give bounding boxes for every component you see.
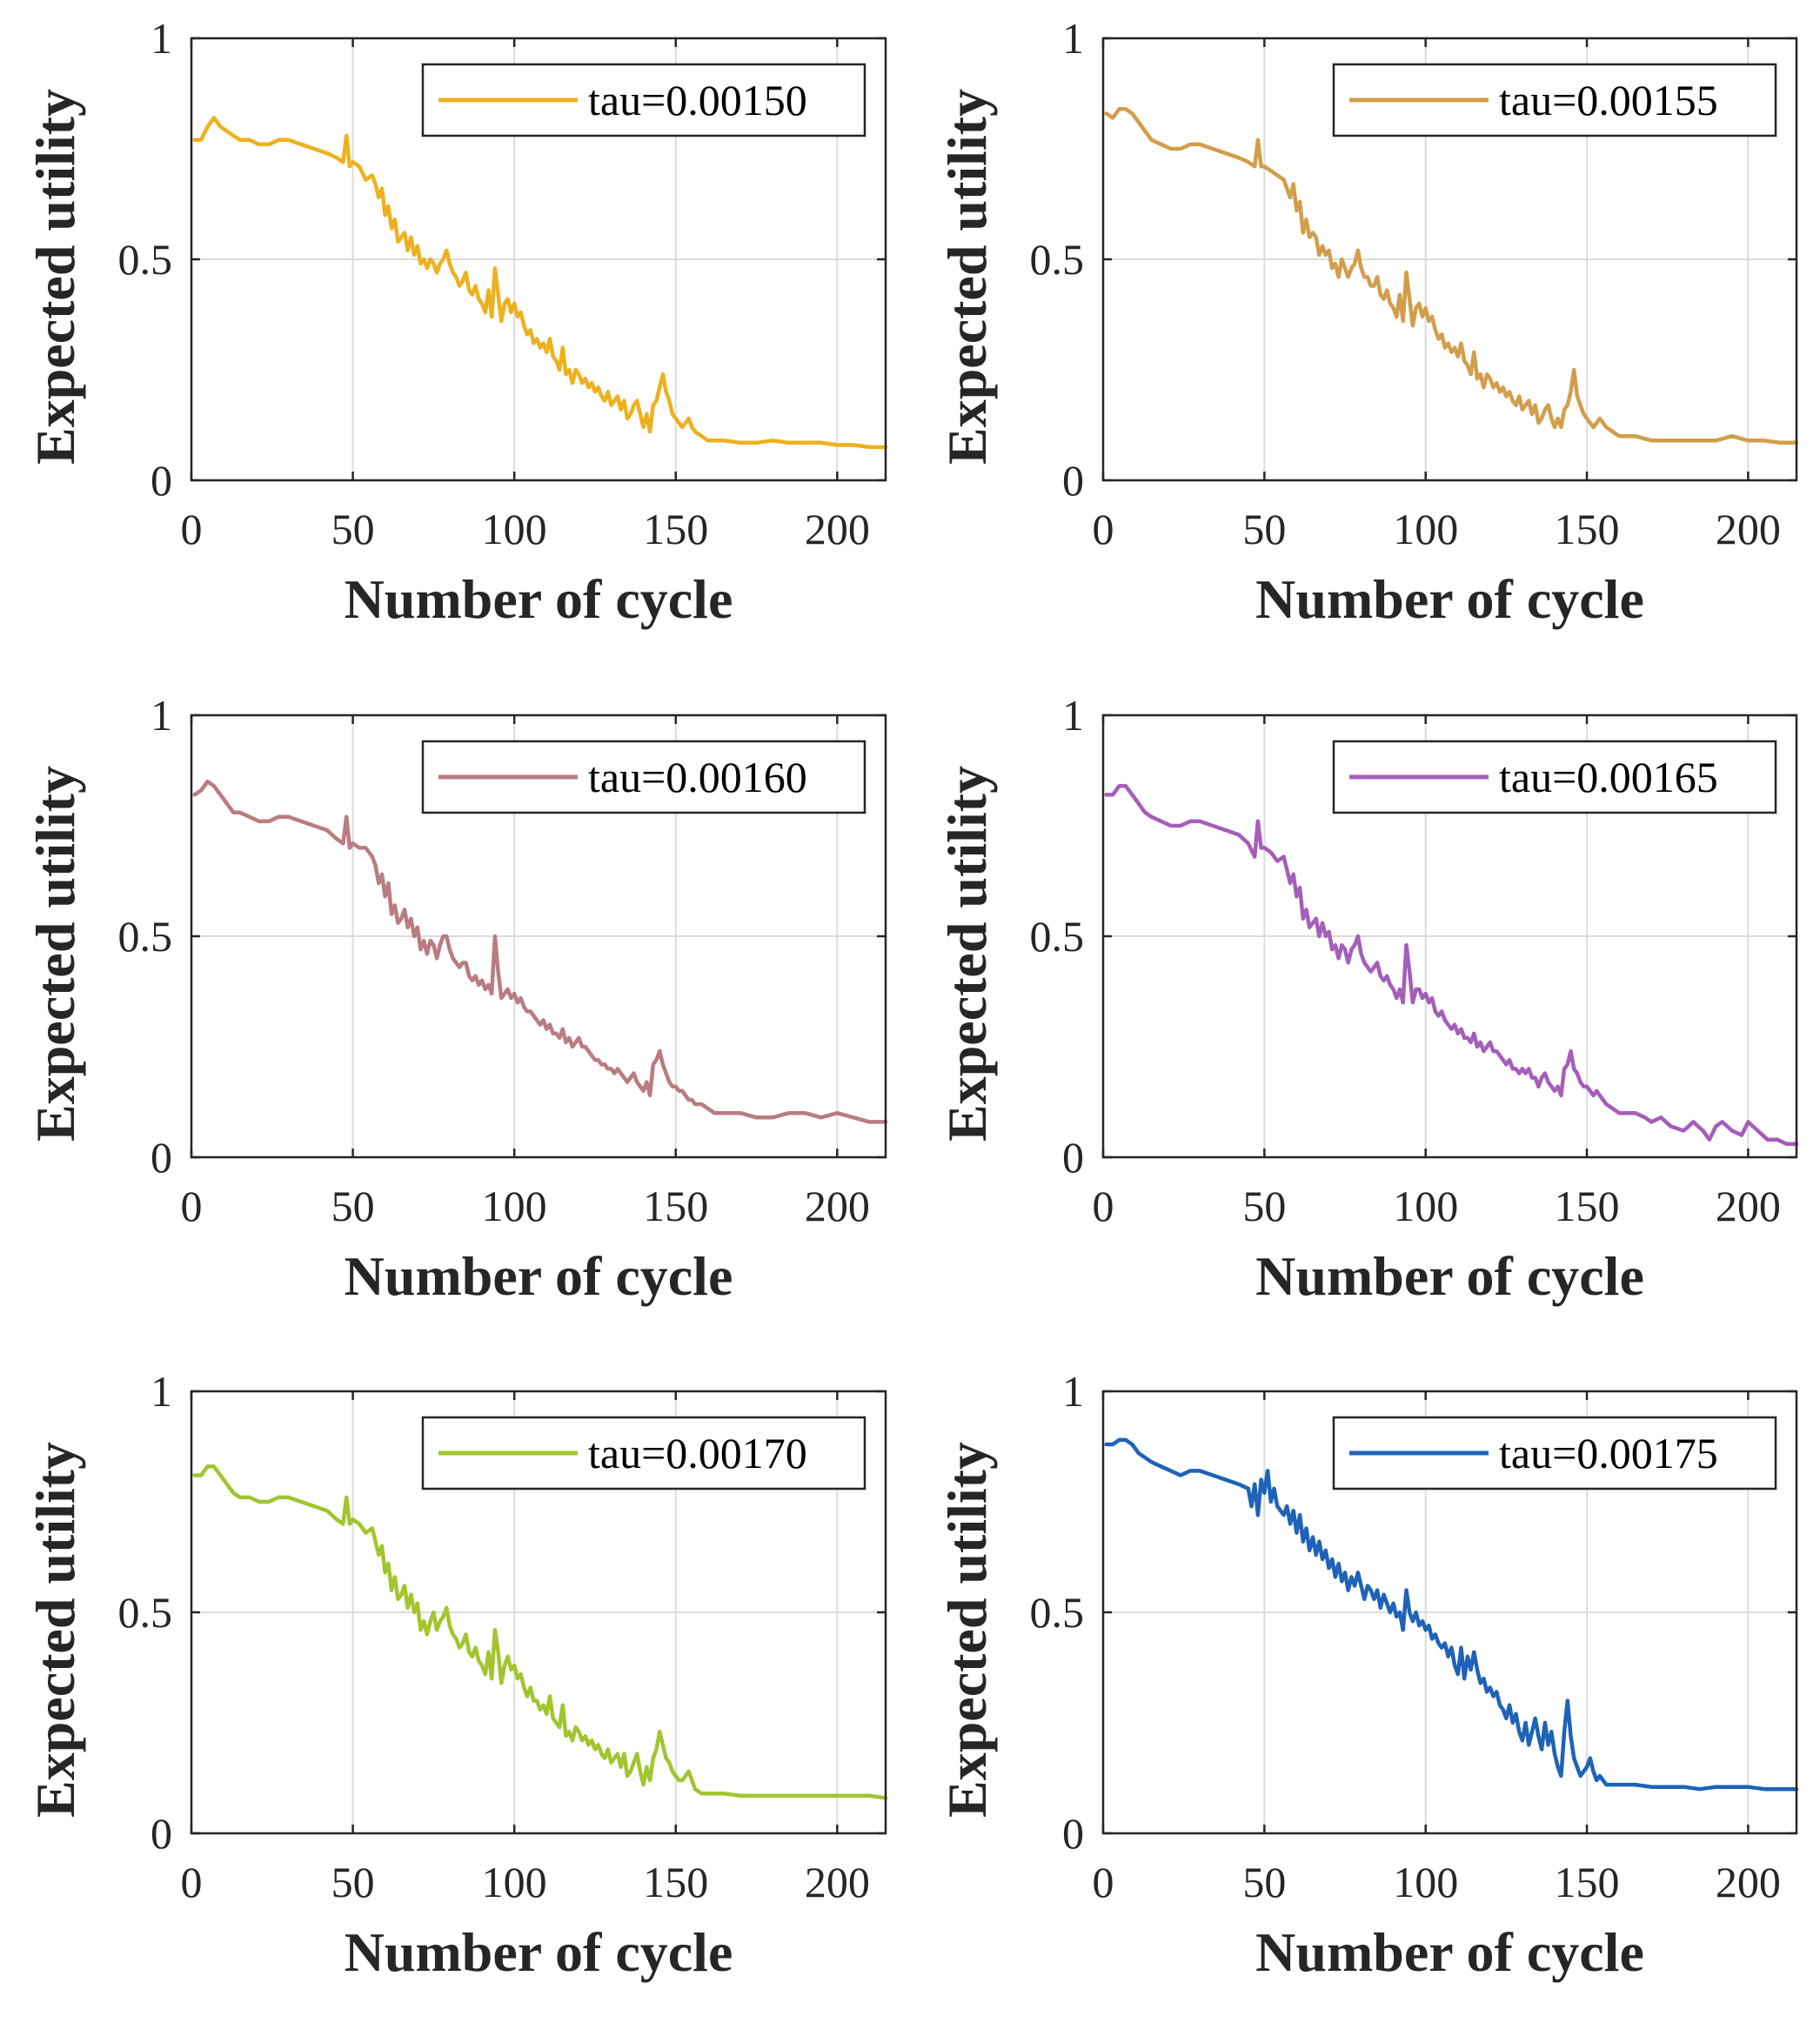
- x-tick-label: 150: [643, 1182, 708, 1230]
- y-tick-label: 0.5: [1030, 1588, 1085, 1637]
- series-line: [1104, 107, 1799, 445]
- y-tick-label: 0: [151, 1133, 172, 1182]
- x-tick-label: 50: [1242, 505, 1286, 553]
- x-tick-label: 100: [1393, 1858, 1458, 1906]
- series-line: [192, 1464, 888, 1800]
- x-axis-label: Number of cycle: [1255, 1921, 1644, 1983]
- panel-tau-0.00155: 0 50 100 150 200 0 0.5 1 Number of cycle Expected…: [936, 14, 1799, 630]
- y-tick-label: 1: [151, 1367, 172, 1416]
- x-tick-label: 50: [1242, 1182, 1286, 1230]
- legend-label: tau=0.00165: [1499, 753, 1718, 801]
- x-tick-label: 200: [805, 1858, 870, 1906]
- x-tick-label: 200: [1716, 1182, 1781, 1230]
- x-axis-label: Number of cycle: [1255, 568, 1644, 630]
- panel-tau-0.00150: 0 50 100 150 200 0 0.5 1 Number of cycle Expected…: [24, 14, 888, 630]
- x-tick-label: 200: [1716, 1858, 1781, 1906]
- x-tick-label: 200: [805, 505, 870, 553]
- y-axis-label: Expected utility: [24, 1442, 86, 1818]
- x-tick-label: 0: [181, 1858, 203, 1906]
- legend: tau=0.00155: [1332, 63, 1777, 137]
- panel-tau-0.00165: 0 50 100 150 200 0 0.5 1 Number of cycle Expected…: [936, 691, 1799, 1307]
- y-tick-label: 0.5: [118, 235, 173, 284]
- series-line: [192, 779, 888, 1124]
- y-axis-label: Expected utility: [24, 89, 86, 465]
- legend: tau=0.00175: [1332, 1416, 1777, 1490]
- x-tick-label: 150: [1555, 505, 1620, 553]
- legend: tau=0.00150: [421, 63, 867, 137]
- x-tick-label: 50: [331, 1182, 375, 1230]
- y-tick-label: 1: [1062, 14, 1084, 63]
- x-tick-label: 50: [331, 505, 375, 553]
- series-line: [1104, 784, 1799, 1147]
- x-tick-label: 150: [643, 505, 708, 553]
- x-tick-label: 100: [482, 1182, 547, 1230]
- x-axis-label: Number of cycle: [345, 568, 733, 630]
- y-tick-label: 0.5: [1030, 912, 1085, 961]
- series-line: [192, 116, 888, 450]
- y-axis-label: Expected utility: [936, 766, 998, 1142]
- x-tick-label: 50: [1242, 1858, 1286, 1906]
- legend-label: tau=0.00160: [588, 753, 807, 801]
- x-tick-label: 150: [1555, 1858, 1620, 1906]
- y-axis-label: Expected utility: [24, 766, 86, 1142]
- x-tick-label: 150: [1555, 1182, 1620, 1230]
- legend: tau=0.00165: [1332, 740, 1777, 814]
- y-tick-label: 0.5: [118, 912, 173, 961]
- legend: tau=0.00170: [421, 1416, 867, 1490]
- series-line: [1104, 1437, 1799, 1792]
- y-axis-label: Expected utility: [936, 1442, 998, 1818]
- x-tick-label: 0: [1093, 505, 1114, 553]
- y-tick-label: 1: [151, 691, 172, 740]
- legend-label: tau=0.00170: [588, 1429, 807, 1477]
- y-tick-label: 0: [151, 1809, 172, 1858]
- x-tick-label: 150: [643, 1858, 708, 1906]
- x-tick-label: 0: [181, 505, 203, 553]
- y-tick-label: 0: [1062, 456, 1084, 505]
- y-tick-label: 0.5: [118, 1588, 173, 1637]
- y-tick-label: 0: [151, 456, 172, 505]
- y-axis-label: Expected utility: [936, 89, 998, 465]
- x-tick-label: 100: [482, 505, 547, 553]
- panel-tau-0.00160: 0 50 100 150 200 0 0.5 1 Number of cycle Expected…: [24, 691, 888, 1307]
- x-axis-label: Number of cycle: [1255, 1245, 1644, 1307]
- legend-label: tau=0.00155: [1499, 76, 1718, 124]
- panel-tau-0.00170: 0 50 100 150 200 0 0.5 1 Number of cycle Expected…: [24, 1367, 888, 1983]
- x-tick-label: 0: [181, 1182, 203, 1230]
- y-tick-label: 1: [1062, 1367, 1084, 1416]
- x-tick-label: 200: [805, 1182, 870, 1230]
- legend-label: tau=0.00175: [1499, 1429, 1718, 1477]
- panel-tau-0.00175: 0 50 100 150 200 0 0.5 1 Number of cycle Expected…: [936, 1367, 1799, 1983]
- x-tick-label: 100: [1393, 505, 1458, 553]
- y-tick-label: 1: [1062, 691, 1084, 740]
- x-tick-label: 100: [482, 1858, 547, 1906]
- x-axis-label: Number of cycle: [345, 1921, 733, 1983]
- x-axis-label: Number of cycle: [345, 1245, 733, 1307]
- legend-label: tau=0.00150: [588, 76, 807, 124]
- y-tick-label: 1: [151, 14, 172, 63]
- x-tick-label: 0: [1093, 1858, 1114, 1906]
- x-tick-label: 50: [331, 1858, 375, 1906]
- y-tick-label: 0: [1062, 1809, 1084, 1858]
- y-tick-label: 0: [1062, 1133, 1084, 1182]
- x-tick-label: 200: [1716, 505, 1781, 553]
- x-tick-label: 0: [1093, 1182, 1114, 1230]
- y-tick-label: 0.5: [1030, 235, 1085, 284]
- x-tick-label: 100: [1393, 1182, 1458, 1230]
- legend: tau=0.00160: [421, 740, 867, 814]
